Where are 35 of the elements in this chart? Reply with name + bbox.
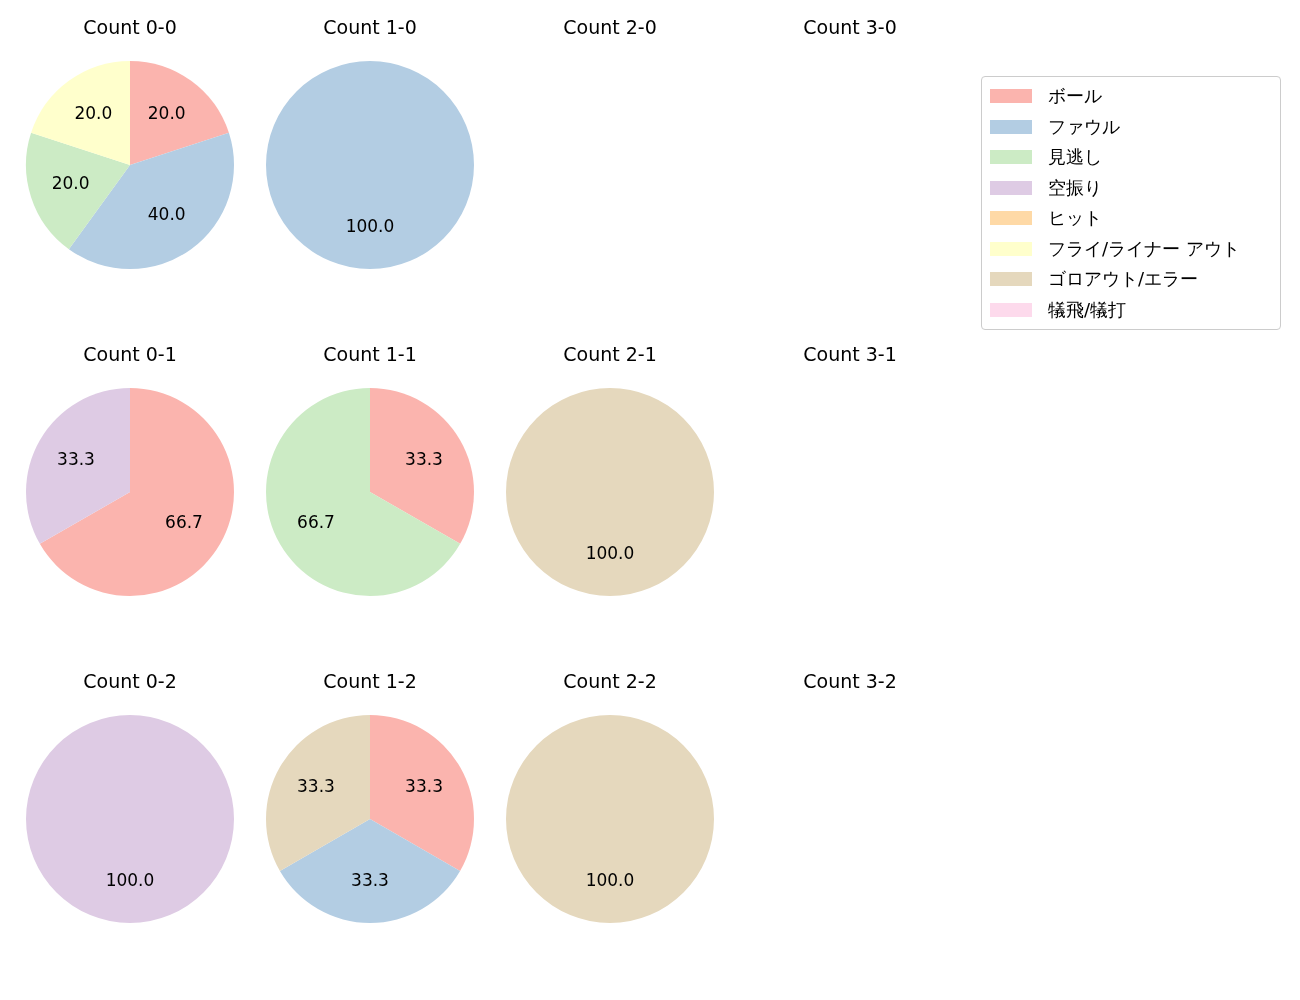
data-label: 100.0 xyxy=(585,869,635,890)
legend-label: 見逃し xyxy=(1048,145,1102,170)
chart-title: Count 1-1 xyxy=(322,343,418,365)
data-label: 40.0 xyxy=(147,203,186,224)
legend-label: ヒット xyxy=(1048,206,1102,231)
data-label: 100.0 xyxy=(585,542,635,563)
chart-title: Count 0-2 xyxy=(82,670,178,692)
data-label: 33.3 xyxy=(405,776,443,797)
chart-title: Count 0-1 xyxy=(82,343,178,365)
text: Count 3-1 xyxy=(802,343,898,365)
data-label: 66.7 xyxy=(297,511,335,532)
data-label: 20.0 xyxy=(147,102,186,123)
data-label: 20.0 xyxy=(51,172,90,193)
data-label: 33.3 xyxy=(57,449,95,470)
chart-title: Count 1-0 xyxy=(322,16,418,38)
data-label: 100.0 xyxy=(105,869,155,890)
legend-label: ファウル xyxy=(1048,114,1120,139)
legend-label: 犠飛/犠打 xyxy=(1048,297,1127,322)
legend-label: ゴロアウト/エラー xyxy=(1048,267,1199,292)
chart-title: Count 1-2 xyxy=(322,670,418,692)
legend-label: フライ/ライナー アウト xyxy=(1048,236,1240,261)
data-label: 33.3 xyxy=(351,869,389,890)
data-label: 33.3 xyxy=(405,449,443,470)
legend-label: 空振り xyxy=(1048,175,1102,200)
chart-title: Count 2-1 xyxy=(562,343,658,365)
data-label: 66.7 xyxy=(165,511,203,532)
chart-title: Count 0-0 xyxy=(82,16,178,38)
text: Count 3-2 xyxy=(802,670,898,692)
text: Count 3-0 xyxy=(802,16,898,38)
chart-title: Count 2-2 xyxy=(562,670,658,692)
data-label: 20.0 xyxy=(74,102,113,123)
legend-label: ボール xyxy=(1048,84,1102,109)
text: Count 2-0 xyxy=(562,16,658,38)
data-label: 100.0 xyxy=(345,215,395,236)
data-label: 33.3 xyxy=(297,776,335,797)
